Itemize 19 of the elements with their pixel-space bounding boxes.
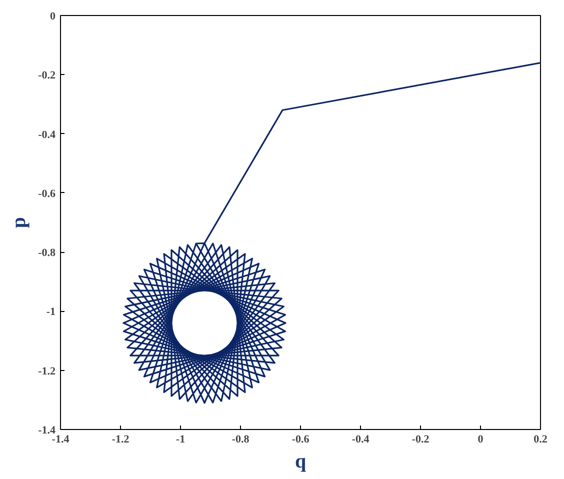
y-tick-label: -1.4 — [38, 424, 56, 436]
y-axis-title: p — [8, 216, 30, 228]
x-tick-label: -1.2 — [112, 434, 130, 446]
y-tick-label: 0 — [50, 10, 56, 22]
y-tick-label: -1 — [46, 306, 56, 318]
x-axis-title: q — [294, 450, 306, 472]
y-tick-label: -0.8 — [38, 247, 56, 260]
y-tick-label: -0.6 — [38, 188, 56, 200]
x-tick-label: -0.4 — [352, 434, 370, 446]
x-tick-label: -1 — [176, 434, 186, 446]
x-tick-label: 0.2 — [534, 434, 548, 446]
x-tick-label: 0 — [478, 434, 484, 446]
x-tick-label: -0.8 — [232, 434, 250, 446]
x-tick-label: -0.6 — [292, 434, 310, 446]
line-series — [122, 62, 540, 404]
y-tick-label: -1.2 — [38, 365, 56, 378]
x-tick-label: -0.2 — [412, 434, 430, 446]
y-tick-label: -0.2 — [38, 70, 56, 82]
y-tick-label: -0.4 — [38, 128, 56, 141]
